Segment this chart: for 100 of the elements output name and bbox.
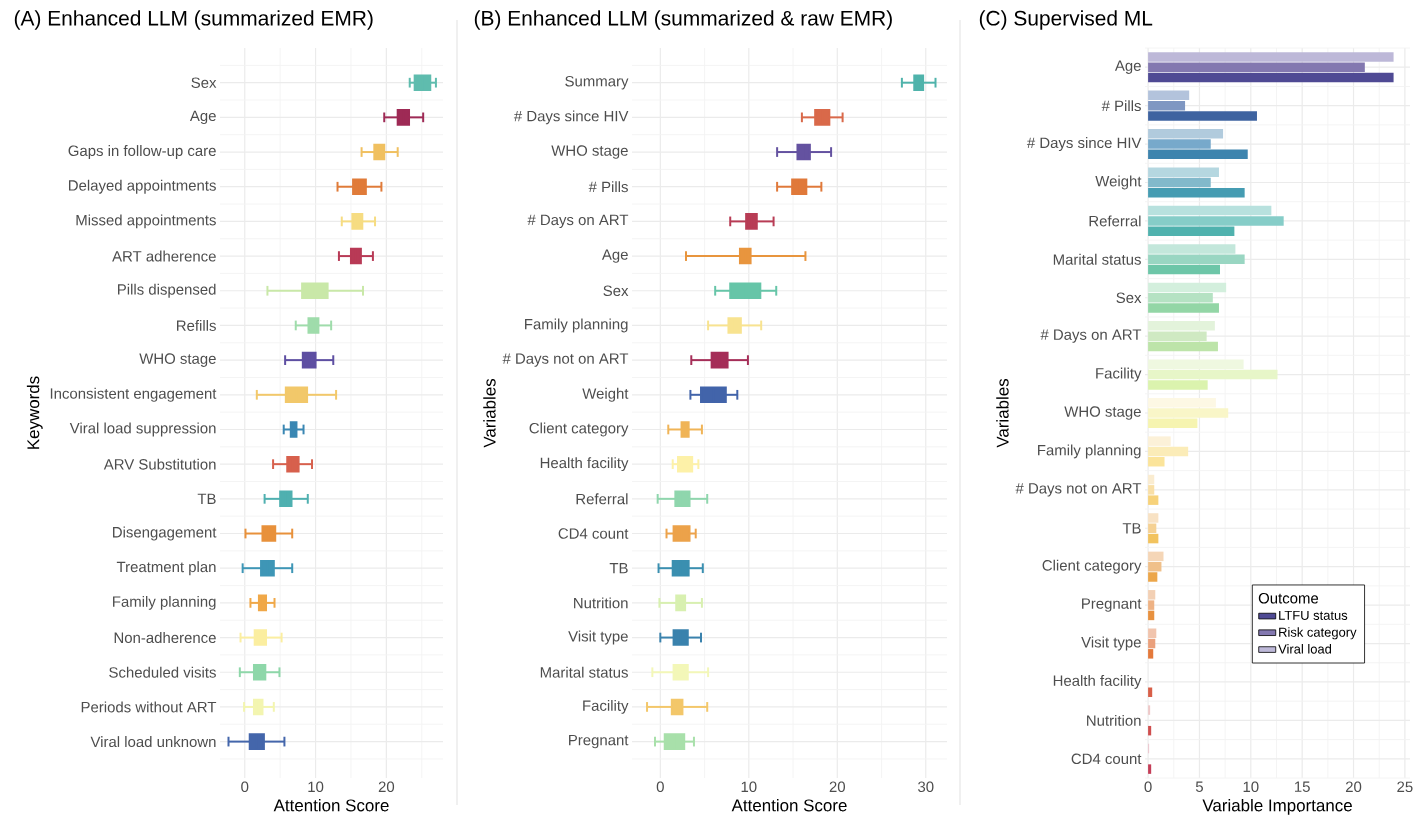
y-tick-label: Family planning <box>113 595 216 610</box>
bar <box>1148 495 1159 505</box>
y-tick-label: Pills dispensed <box>118 283 216 298</box>
bar <box>1148 610 1155 621</box>
bar <box>1148 418 1198 429</box>
y-tick-label: Nutrition <box>574 597 628 609</box>
x-tick-label: 10 <box>308 781 324 793</box>
bar <box>1148 687 1153 697</box>
x-tick-label: 10 <box>741 781 757 793</box>
bar <box>1148 292 1213 303</box>
bar <box>1148 638 1156 649</box>
bar <box>1148 321 1215 331</box>
y-tick-label: ARV Substitution <box>103 458 216 470</box>
bar <box>1148 62 1365 72</box>
bar <box>1148 167 1219 177</box>
x-axis-title: Variable Importance <box>1202 798 1352 815</box>
y-tick-label: Pregnant <box>1082 598 1142 612</box>
x-tick-label: 20 <box>829 781 846 793</box>
y-tick-label: Sex <box>603 285 629 297</box>
x-tick-label: 15 <box>1295 781 1310 792</box>
y-tick-label: Pregnant <box>569 734 629 749</box>
bar <box>1148 474 1155 485</box>
x-axis-title: Attention Score <box>731 798 847 812</box>
y-tick-label: Refills <box>177 319 216 331</box>
y-tick-label: Periods without ART <box>81 701 217 713</box>
bar <box>1148 100 1186 111</box>
bar <box>1148 764 1152 774</box>
y-tick-label: ART adherence <box>112 250 216 262</box>
bar <box>1148 397 1216 408</box>
x-tick-label: 30 <box>918 781 934 793</box>
legend-label: LTFU status <box>1279 610 1348 620</box>
y-axis-title: Keywords <box>26 376 43 449</box>
y-tick-label: Facility <box>583 699 629 714</box>
y-tick-label: Client category <box>1042 559 1142 574</box>
y-tick-label: # Days on ART <box>527 214 629 229</box>
y-tick-label: Viral load suppression <box>69 422 216 437</box>
y-tick-label: Weight <box>582 387 629 402</box>
bar <box>1148 226 1235 236</box>
y-tick-label: Viral load unknown <box>90 736 216 748</box>
bar <box>1148 551 1164 562</box>
y-tick-label: Marital status <box>1053 253 1141 265</box>
y-tick-label: Family planning <box>1038 444 1141 459</box>
bar <box>1148 513 1159 523</box>
y-tick-label: Summary <box>565 75 629 90</box>
y-tick-label: Gaps in follow-up care <box>68 145 216 159</box>
bar <box>1148 705 1151 715</box>
y-tick-label: Health facility <box>1053 674 1142 689</box>
y-tick-label: # Pills <box>1101 100 1141 112</box>
y-tick-label: # Days not on ART <box>502 353 629 367</box>
x-tick-label: 20 <box>378 781 395 793</box>
legend-title: Outcome <box>1258 592 1319 604</box>
bar <box>1148 129 1224 139</box>
bar <box>1148 380 1208 390</box>
y-tick-label: Age <box>1114 60 1141 74</box>
y-tick-label: CD4 count <box>558 528 629 539</box>
y-tick-label: # Days on ART <box>1040 329 1142 343</box>
y-tick-label: Missed appointments <box>76 214 216 229</box>
y-tick-label: CD4 count <box>1071 753 1142 765</box>
y-tick-label: WHO stage <box>551 145 628 159</box>
y-axis-title: Variables <box>996 378 1009 448</box>
bar <box>1148 52 1394 62</box>
y-tick-label: Visit type <box>568 630 628 645</box>
y-tick-label: Visit type <box>1081 636 1141 651</box>
bar <box>1148 485 1155 495</box>
chart-title: (C) Supervised ML <box>979 10 1153 30</box>
bar <box>1148 725 1152 736</box>
bar <box>1148 244 1236 254</box>
bar <box>1148 264 1220 275</box>
bar <box>1148 341 1218 352</box>
y-tick-label: Facility <box>1096 367 1142 382</box>
y-tick-label: Family planning <box>525 318 628 333</box>
y-tick-label: Delayed appointments <box>68 179 216 194</box>
y-tick-label: Referral <box>576 493 628 505</box>
bar <box>1148 177 1211 188</box>
y-tick-label: Client category <box>529 422 629 437</box>
y-tick-label: Non-adherence <box>114 632 216 644</box>
bar <box>1148 436 1171 446</box>
y-tick-label: WHO stage <box>139 353 216 367</box>
bar <box>1148 456 1165 467</box>
bar <box>1148 359 1244 370</box>
y-tick-label: Weight <box>1095 175 1142 190</box>
y-tick-label: Sex <box>1116 292 1142 304</box>
y-tick-label: Marital status <box>540 666 628 678</box>
legend-label: Risk category <box>1279 627 1357 640</box>
x-tick-label: 20 <box>1345 781 1362 793</box>
y-tick-label: TB <box>609 563 628 574</box>
y-tick-label: Age <box>189 110 216 125</box>
bar <box>1148 282 1227 293</box>
y-tick-label: Age <box>601 249 628 263</box>
chart-title: (B) Enhanced LLM (summarized & raw EMR) <box>474 10 892 30</box>
bar <box>1148 111 1257 121</box>
bar <box>1148 369 1278 380</box>
y-tick-label: # Pills <box>588 181 628 193</box>
legend-label: Viral load <box>1278 644 1332 654</box>
x-tick-label: 10 <box>1243 781 1259 793</box>
bar <box>1148 303 1219 313</box>
bar <box>1148 188 1245 198</box>
bar <box>1148 408 1229 418</box>
bar <box>1148 572 1158 582</box>
bar <box>1148 523 1157 534</box>
